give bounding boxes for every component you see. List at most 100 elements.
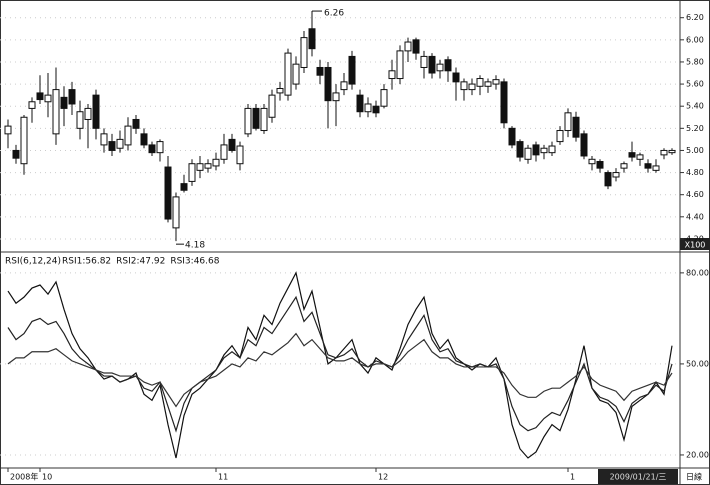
- candle-body: [508, 127, 516, 146]
- candle-body: [140, 133, 148, 146]
- candle-body: [124, 125, 132, 146]
- cursor-box: [598, 469, 678, 484]
- y-tick-label: 4.20: [686, 234, 704, 243]
- candle-body: [172, 196, 180, 229]
- candle-body: [452, 72, 460, 83]
- candle-body: [52, 89, 60, 135]
- candle-body: [12, 149, 20, 159]
- candle-body: [276, 87, 284, 94]
- candle-body: [76, 111, 84, 129]
- candle-body: [28, 101, 36, 109]
- candle-body: [572, 116, 580, 138]
- candle-body: [84, 107, 92, 120]
- candle-body: [404, 41, 412, 52]
- legend-label: RSI1:56.82: [62, 257, 111, 267]
- candle-body: [108, 141, 116, 151]
- x-tick-label: 11: [218, 473, 228, 482]
- candle-body: [460, 81, 468, 91]
- y-tick-label: 5.40: [686, 102, 704, 111]
- candle-body: [308, 28, 316, 50]
- candle-body: [484, 81, 492, 87]
- y-tick-label: 80.00: [686, 268, 709, 277]
- candle-body: [636, 154, 644, 160]
- candle-body: [60, 96, 68, 109]
- candle-body: [492, 79, 500, 85]
- y-tick-label: 5.00: [686, 146, 704, 155]
- annotation: 6.26: [324, 9, 344, 19]
- cursor-date: 2009/01/21/三: [610, 473, 667, 482]
- candle-body: [4, 125, 12, 135]
- candle-body: [660, 149, 668, 156]
- candle-body: [68, 89, 76, 105]
- candle-body: [364, 103, 372, 113]
- candle-body: [212, 158, 220, 167]
- candle-body: [292, 63, 300, 85]
- x-tick-label: 2008年: [10, 472, 38, 482]
- candle-body: [100, 133, 108, 146]
- candle-body: [188, 163, 196, 182]
- candle-body: [588, 158, 596, 165]
- candle-body: [180, 183, 188, 191]
- candle-body: [244, 107, 252, 135]
- legend-label: RSI3:46.68: [170, 257, 219, 267]
- candle-body: [148, 144, 156, 154]
- y-tick-label: 50.00: [686, 359, 709, 368]
- y-tick-label: 20.00: [686, 450, 709, 459]
- candle-body: [220, 144, 228, 160]
- candle-body: [652, 165, 660, 171]
- candle-body: [612, 172, 620, 178]
- candle-body: [476, 78, 484, 87]
- candle-body: [116, 138, 124, 149]
- candle-body: [340, 81, 348, 91]
- candle-body: [260, 107, 268, 132]
- candle-body: [444, 59, 452, 72]
- candle-body: [468, 83, 476, 91]
- y-tick-label: 6.20: [686, 13, 704, 22]
- candle-body: [228, 138, 236, 151]
- y-tick-label: 4.80: [686, 168, 704, 177]
- rsi-title: RSI(6,12,24): [5, 257, 61, 267]
- x-tick-label: 10: [42, 473, 52, 482]
- candle-body: [380, 89, 388, 107]
- y-tick-label: 6.00: [686, 35, 704, 44]
- candle-body: [396, 50, 404, 80]
- candle-body: [564, 112, 572, 132]
- candle-body: [324, 66, 332, 102]
- candle-body: [388, 70, 396, 80]
- annotation: 4.18: [185, 241, 205, 251]
- y-tick-label: 5.60: [686, 80, 704, 89]
- candle-body: [164, 166, 172, 220]
- candle-body: [36, 92, 44, 101]
- candle-body: [44, 94, 52, 103]
- candle-body: [644, 163, 652, 169]
- period-label: 日線: [686, 472, 702, 482]
- legend-label: RSI2:47.92: [116, 257, 165, 267]
- candle-body: [628, 152, 636, 158]
- rsi-line: [7, 295, 673, 433]
- candle-body: [20, 116, 28, 165]
- candle-body: [372, 105, 380, 114]
- y-tick-label: 4.40: [686, 212, 704, 221]
- candle-body: [580, 133, 588, 157]
- candle-body: [284, 52, 292, 96]
- x-tick-label: 12: [378, 473, 388, 482]
- candle-body: [428, 55, 436, 74]
- x-tick-label: 1: [570, 473, 575, 482]
- candle-body: [668, 149, 676, 154]
- candle-body: [436, 63, 444, 72]
- candle-body: [300, 37, 308, 68]
- candle-body: [548, 145, 556, 154]
- candle-body: [332, 92, 340, 102]
- candle-body: [540, 147, 548, 154]
- candle-body: [236, 145, 244, 165]
- unit-label: X100: [685, 241, 706, 250]
- candle-body: [524, 147, 532, 160]
- y-tick-label: 4.60: [686, 190, 704, 199]
- candle-body: [196, 163, 204, 171]
- rsi-line: [7, 332, 673, 408]
- candle-body: [92, 94, 100, 129]
- candle-body: [516, 141, 524, 158]
- candle-body: [156, 141, 164, 154]
- candle-body: [268, 94, 276, 118]
